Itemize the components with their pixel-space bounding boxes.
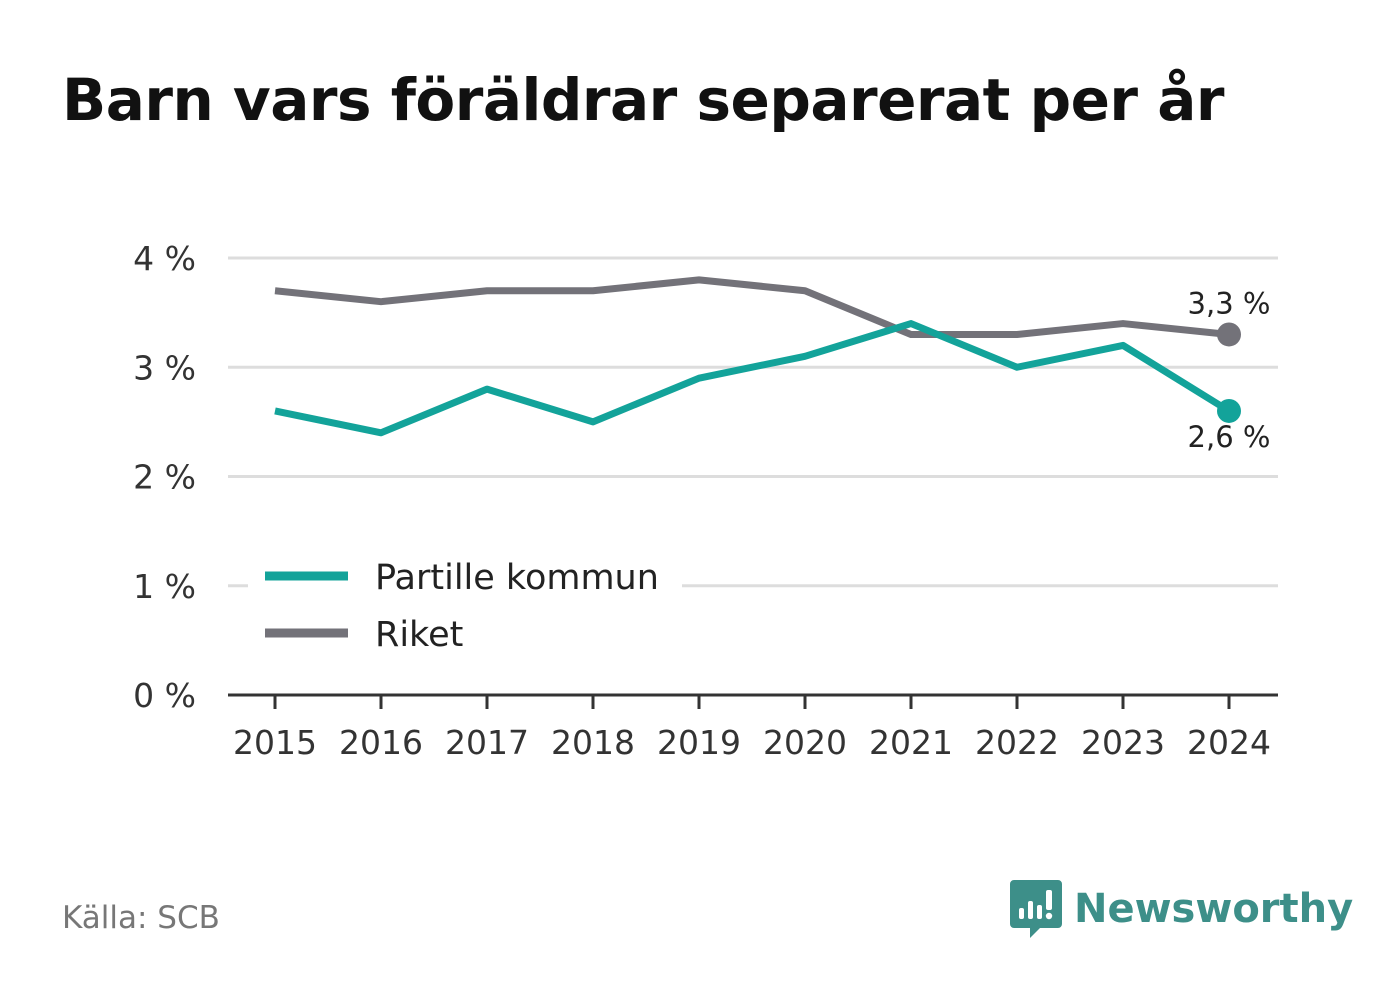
data-point-end [1217,398,1241,423]
source-note: Källa: SCB [62,900,220,936]
axes: 0 % 1 % 2 % 3 % 4 % 2015 2016 2017 2018 2019 2020 2… [133,239,1278,762]
legend-label: Riket [375,615,463,655]
x-tick-label: 2021 [869,723,953,762]
chart-title: Barn vars föräldrar separerat per år [62,66,1224,134]
y-tick-label: 2 % [133,458,196,497]
x-tick-label: 2015 [233,723,317,762]
x-tick-label: 2022 [975,723,1059,762]
newsworthy-logo-icon [1010,880,1062,938]
x-tick-label: 2019 [657,723,741,762]
x-tick-label: 2023 [1081,723,1165,762]
x-tick-label: 2024 [1187,723,1271,762]
x-tick-label: 2018 [551,723,635,762]
data-label: 3,3 % [1188,286,1271,320]
legend: Partille kommun Riket [248,550,682,662]
data-label: 2,6 % [1188,420,1271,454]
y-tick-label: 1 % [133,567,196,606]
series-line [274,276,1230,338]
x-tick-label: 2016 [339,723,423,762]
series-lines [274,276,1241,437]
x-tick-label: 2020 [763,723,847,762]
y-tick-label: 3 % [133,348,196,387]
y-tick-label: 0 % [133,676,196,715]
series-line [274,320,1231,437]
legend-background [248,550,682,662]
data-point-end [1217,322,1241,347]
grid-lines [228,256,1278,588]
y-tick-label: 4 % [133,239,196,278]
brand-name: Newsworthy [1074,886,1354,932]
end-labels: 3,3 % 2,6 % [1188,286,1271,453]
x-tick-label: 2017 [445,723,529,762]
legend-label: Partille kommun [375,558,659,598]
brand-logo: Newsworthy [1010,876,1353,942]
